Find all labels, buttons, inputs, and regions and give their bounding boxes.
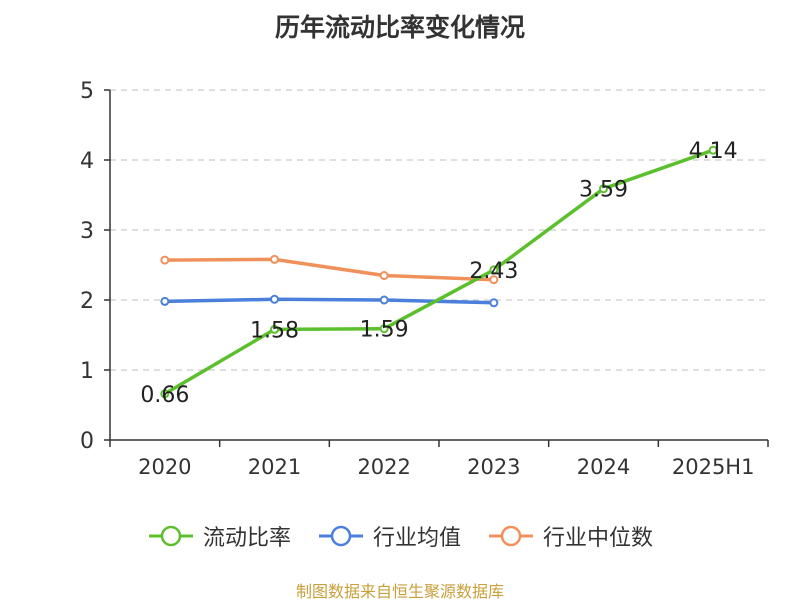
x-tick-label: 2022 (357, 455, 410, 479)
data-point (489, 275, 499, 285)
y-tick-label: 0 (80, 429, 94, 454)
data-point (270, 294, 279, 304)
y-tick-label: 1 (80, 359, 94, 384)
series-line (164, 297, 494, 305)
data-point (489, 298, 499, 308)
legend-line-marker-icon (318, 525, 363, 547)
data-point (379, 324, 389, 334)
data-label: 1.59 (360, 318, 409, 343)
legend: 流动比率 行业均值 行业中位数 (0, 520, 800, 552)
data-source-note: 制图数据来自恒生聚源数据库 (295, 582, 504, 601)
legend-label: 流动比率 (202, 526, 291, 551)
series-line (164, 257, 494, 282)
data-point (599, 184, 608, 194)
y-tick-label: 3 (80, 219, 94, 244)
data-point (270, 324, 279, 334)
y-tick-label: 5 (80, 79, 94, 104)
axes: 0 1 2 3 4 5 2020 2021 2022 2023 2024 2025H1 (80, 79, 769, 479)
data-point (160, 389, 170, 399)
legend-item-current-ratio[interactable]: 流动比率 (147, 520, 291, 552)
series-lines (160, 145, 718, 399)
legend-label: 行业均值 (372, 526, 461, 551)
legend-line-marker-icon (148, 525, 193, 547)
legend-line-marker-icon (489, 525, 533, 547)
x-tick-label: 2021 (248, 455, 301, 479)
y-tick-label: 2 (80, 289, 94, 314)
data-label: 3.59 (579, 178, 628, 203)
data-label: 1.58 (250, 318, 299, 343)
data-point (160, 296, 170, 306)
chart-title: 历年流动比率变化情况 (274, 13, 525, 42)
data-label: 2.43 (469, 259, 518, 284)
data-labels: 0.66 1.58 1.59 2.43 3.59 4.14 (140, 139, 737, 408)
x-tick-label: 2024 (577, 455, 630, 479)
data-point (379, 295, 389, 305)
legend-label: 行业中位数 (543, 526, 654, 551)
data-point (708, 145, 718, 155)
data-label: 4.14 (689, 139, 738, 164)
data-label: 0.66 (140, 383, 189, 408)
x-tick-label: 2023 (467, 455, 520, 479)
data-point (379, 271, 389, 280)
data-point (160, 255, 170, 265)
legend-item-industry-median[interactable]: 行业中位数 (487, 520, 653, 552)
data-point (270, 254, 279, 264)
series-line (163, 148, 714, 396)
y-tick-label: 4 (80, 149, 94, 174)
x-tick-label: 2025H1 (672, 455, 755, 479)
grid-lines (110, 89, 768, 371)
data-point (489, 265, 499, 275)
x-tick-label: 2020 (138, 455, 191, 479)
legend-item-industry-mean[interactable]: 行业均值 (317, 520, 461, 552)
